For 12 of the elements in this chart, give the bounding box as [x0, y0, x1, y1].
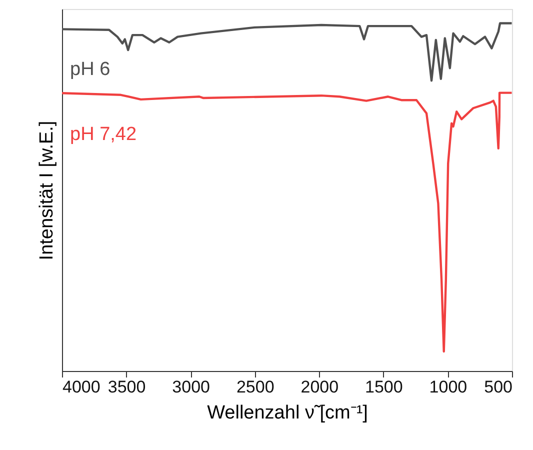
y-axis-title: Intensität I [w.E.] — [36, 120, 58, 260]
x-tick-label: 2000 — [300, 378, 339, 396]
x-tick-label: 1500 — [365, 378, 403, 396]
x-tick-label: 2500 — [236, 378, 274, 396]
x-tick-label: 1000 — [429, 378, 468, 396]
series-label: pH 6 — [70, 59, 110, 80]
x-tick-label: 3000 — [172, 378, 210, 396]
x-axis-title: Wellenzahl ν̃ [cm⁻¹] — [207, 402, 368, 424]
x-tick-label: 500 — [484, 378, 512, 396]
x-tick-label: 3500 — [108, 378, 146, 396]
x-tick-label: 4000 — [62, 378, 100, 396]
series-label: pH 7,42 — [70, 124, 137, 145]
